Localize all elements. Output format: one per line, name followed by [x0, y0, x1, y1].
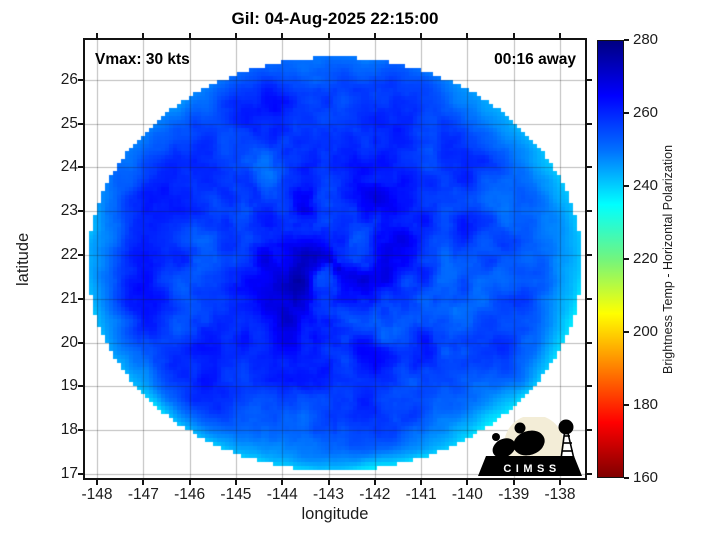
x-tick-label: -145 — [220, 486, 252, 503]
colorbar-gradient — [598, 41, 623, 477]
dish-feed-icon — [492, 433, 500, 441]
y-tick-mark — [78, 297, 83, 300]
plot-area: Vmax: 30 kts 00:16 away CIMSS — [85, 40, 585, 478]
x-tick-label: -142 — [359, 486, 391, 503]
logo-banner — [478, 456, 582, 476]
y-tick-mark — [78, 254, 83, 257]
y-tick-label: 26 — [60, 70, 78, 88]
y-tick-mark-right — [587, 473, 592, 476]
y-tick-mark — [78, 341, 83, 344]
colorbar-tick-label: 240 — [633, 177, 659, 194]
plot-title: Gil: 04-Aug-2025 22:15:00 — [231, 9, 439, 28]
colorbar-tick-label: 160 — [633, 469, 659, 486]
colorbar-tick-label: 260 — [633, 104, 659, 121]
y-tick-mark-right — [587, 122, 592, 125]
x-tick-mark — [96, 480, 99, 485]
y-tick-mark-right — [587, 297, 592, 300]
colorbar-tick-mark — [624, 477, 629, 479]
y-tick-mark-right — [587, 341, 592, 344]
satellite-dish-icon — [513, 430, 545, 456]
y-tick-mark-right — [587, 78, 592, 81]
y-tick-label: 21 — [60, 289, 78, 307]
x-tick-mark — [188, 480, 191, 485]
colorbar-tick-label: 200 — [633, 323, 659, 340]
y-tick-label: 22 — [60, 246, 78, 264]
y-tick-mark — [78, 122, 83, 125]
x-tick-label: -144 — [266, 486, 298, 503]
colorbar-tick-mark — [624, 258, 629, 260]
dish-feed-icon — [514, 422, 526, 434]
tower-ball-icon — [558, 419, 574, 435]
x-tick-mark-top — [281, 33, 284, 38]
colorbar — [597, 40, 624, 478]
x-tick-label: -139 — [498, 486, 530, 503]
vmax-annotation: Vmax: 30 kts — [95, 51, 190, 68]
colorbar-tick-mark — [624, 112, 629, 114]
y-tick-label: 25 — [60, 114, 78, 132]
x-tick-mark-top — [512, 33, 515, 38]
y-tick-mark — [78, 166, 83, 169]
colorbar-tick-label: 280 — [633, 31, 659, 48]
y-tick-label: 19 — [60, 377, 78, 395]
y-tick-label: 17 — [60, 465, 78, 483]
y-tick-label: 23 — [60, 202, 78, 220]
y-tick-mark — [78, 78, 83, 81]
logo-text: CIMSS — [503, 463, 560, 475]
x-tick-mark-top — [142, 33, 145, 38]
time-away-annotation: 00:16 away — [494, 51, 576, 68]
x-tick-label: -138 — [544, 486, 576, 503]
x-tick-mark-top — [96, 33, 99, 38]
colorbar-tick-mark — [624, 404, 629, 406]
y-tick-mark — [78, 473, 83, 476]
x-tick-mark-top — [327, 33, 330, 38]
y-tick-mark-right — [587, 210, 592, 213]
x-tick-label: -147 — [127, 486, 159, 503]
x-tick-mark-top — [466, 33, 469, 38]
colorbar-tick-mark — [624, 39, 629, 41]
y-tick-label: 24 — [60, 158, 78, 176]
x-tick-mark-top — [420, 33, 423, 38]
x-axis-label: longitude — [301, 505, 369, 523]
colorbar-tick-label: 180 — [633, 396, 659, 413]
satellite-brightness-temp-image — [85, 40, 585, 478]
cimss-logo: CIMSS — [478, 417, 582, 476]
y-tick-label: 18 — [60, 421, 78, 439]
satellite-dish-icon — [492, 438, 516, 458]
x-tick-mark — [420, 480, 423, 485]
x-tick-label: -143 — [313, 486, 345, 503]
x-tick-mark — [373, 480, 376, 485]
x-tick-mark-top — [559, 33, 561, 38]
x-tick-mark — [142, 480, 145, 485]
colorbar-tick-label: 220 — [633, 250, 659, 267]
y-tick-mark-right — [587, 166, 592, 169]
x-tick-mark-top — [188, 33, 191, 38]
x-tick-label: -148 — [81, 486, 113, 503]
x-tick-mark — [327, 480, 330, 485]
x-tick-label: -141 — [405, 486, 437, 503]
y-tick-mark-right — [587, 254, 592, 257]
colorbar-tick-mark — [624, 331, 629, 333]
y-tick-mark — [78, 210, 83, 213]
x-tick-mark — [281, 480, 284, 485]
x-tick-mark-top — [234, 33, 237, 38]
y-tick-mark-right — [587, 429, 592, 432]
y-tick-mark — [78, 429, 83, 432]
y-tick-label: 20 — [60, 333, 78, 351]
x-tick-label: -146 — [174, 486, 206, 503]
x-tick-mark — [559, 480, 561, 485]
x-tick-mark-top — [373, 33, 376, 38]
x-tick-mark — [234, 480, 237, 485]
y-tick-mark-right — [587, 385, 592, 388]
y-tick-mark — [78, 385, 83, 388]
colorbar-tick-mark — [624, 185, 629, 187]
x-tick-mark — [466, 480, 469, 485]
x-tick-mark — [512, 480, 515, 485]
x-tick-label: -140 — [451, 486, 483, 503]
